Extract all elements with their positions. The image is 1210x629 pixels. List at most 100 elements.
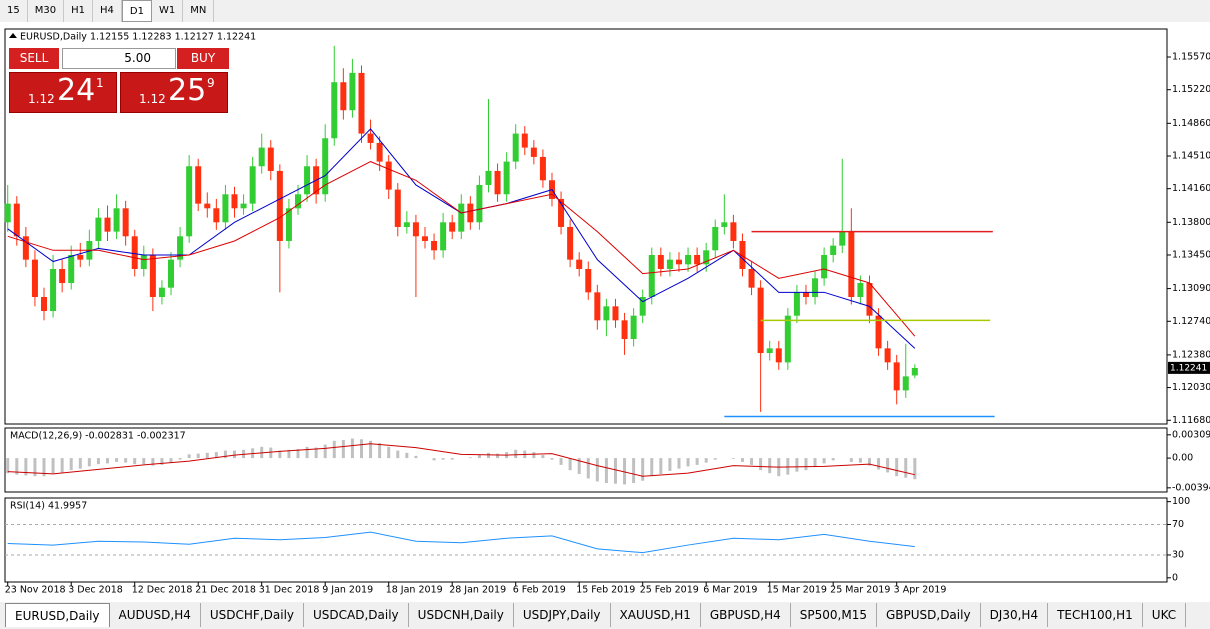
chart-tab[interactable]: DJ30,H4 xyxy=(981,603,1049,627)
y-tick-label: 1.12030 xyxy=(1172,382,1210,393)
chart-tab[interactable]: UKC xyxy=(1143,603,1187,627)
macd-bar xyxy=(577,458,581,474)
macd-bar xyxy=(69,458,73,471)
ask-price[interactable]: 1.12 25 9 xyxy=(120,72,228,113)
sell-button[interactable]: SELL xyxy=(9,48,59,69)
candle-body xyxy=(802,292,809,298)
macd-bar xyxy=(396,450,400,459)
macd-bar xyxy=(858,458,862,463)
candle-body xyxy=(168,259,174,288)
macd-bar xyxy=(359,439,363,459)
chart-tab[interactable]: XAUUSD,H1 xyxy=(611,603,701,627)
candle-body xyxy=(113,208,120,232)
chart-tab[interactable]: SP500,M15 xyxy=(791,603,877,627)
ask-prefix: 1.12 xyxy=(139,92,166,106)
timeframe-button[interactable]: M30 xyxy=(28,0,65,22)
y-tick-label: 100 xyxy=(1172,496,1190,507)
macd-bar xyxy=(160,458,164,465)
macd-bar xyxy=(124,458,128,463)
chart-tab[interactable]: USDCNH,Daily xyxy=(409,603,514,627)
macd-bar xyxy=(96,458,100,465)
candle-body xyxy=(512,133,519,162)
macd-bar xyxy=(486,452,490,459)
candle-body xyxy=(730,222,737,241)
x-tick-label: 21 Dec 2018 xyxy=(195,585,256,596)
timeframe-button[interactable]: H1 xyxy=(64,0,93,22)
candle-body xyxy=(449,222,456,232)
last-price-label: 1.12241 xyxy=(1170,363,1207,373)
y-tick-label: 30 xyxy=(1172,549,1184,560)
chart-tab[interactable]: EURUSD,Daily xyxy=(5,603,110,627)
y-tick-label: 70 xyxy=(1172,519,1184,530)
one-click-trading: SELL 5.00 BUY 1.12 24 1 1.12 25 9 xyxy=(9,48,229,113)
candle-body xyxy=(140,254,147,269)
timeframe-button[interactable]: MN xyxy=(183,0,215,22)
candle-body xyxy=(902,376,909,391)
candle-body xyxy=(648,254,655,298)
candle-body xyxy=(267,147,274,171)
ask-fraction: 9 xyxy=(207,76,215,90)
chart-tab[interactable]: GBPUSD,H4 xyxy=(701,603,791,627)
x-tick-label: 15 Feb 2019 xyxy=(576,585,635,596)
chart-title: EURUSD,Daily xyxy=(20,32,87,43)
x-tick-label: 18 Jan 2019 xyxy=(386,585,443,596)
timeframe-button[interactable]: H4 xyxy=(93,0,122,22)
macd-bar xyxy=(223,450,227,459)
macd-bar xyxy=(350,438,354,459)
macd-bar xyxy=(532,452,536,459)
candle-body xyxy=(721,222,728,227)
macd-bar xyxy=(24,458,28,476)
candle-body xyxy=(122,208,129,237)
chart-tab[interactable]: USDCAD,Daily xyxy=(304,603,409,627)
candle-body xyxy=(340,82,347,111)
volume-input[interactable]: 5.00 xyxy=(62,48,176,69)
timeframe-button[interactable]: W1 xyxy=(152,0,184,22)
chart-tab[interactable]: TECH100,H1 xyxy=(1048,603,1143,627)
candle-body xyxy=(639,297,646,316)
macd-bar xyxy=(6,458,10,474)
rsi-line xyxy=(7,531,915,554)
y-tick-label: 1.14160 xyxy=(1172,183,1210,194)
x-tick-label: 31 Dec 2018 xyxy=(259,585,320,596)
macd-bar xyxy=(269,447,273,459)
candle-body xyxy=(440,222,447,251)
ask-pips: 25 xyxy=(168,73,207,108)
candle-body xyxy=(13,203,20,237)
candle-body xyxy=(594,292,601,321)
macd-bar xyxy=(314,447,318,459)
candle-body xyxy=(358,72,365,134)
y-tick-label: 1.13800 xyxy=(1172,217,1210,228)
macd-bar xyxy=(214,452,218,459)
macd-bar xyxy=(813,458,817,468)
macd-bar xyxy=(287,449,291,459)
timeframe-button[interactable]: 15 xyxy=(0,0,28,22)
candle-body xyxy=(612,306,619,321)
macd-bar xyxy=(604,458,608,483)
chart-tab[interactable]: USDCHF,Daily xyxy=(201,603,305,627)
candle-body xyxy=(385,161,392,190)
macd-bar xyxy=(904,458,908,478)
chart-tab[interactable]: AUDUSD,H4 xyxy=(110,603,201,627)
macd-bar xyxy=(613,458,617,484)
x-tick-label: 6 Mar 2019 xyxy=(703,585,757,596)
candle-body xyxy=(186,166,193,237)
macd-panel xyxy=(4,427,1168,493)
chart-tab[interactable]: USDJPY,Daily xyxy=(514,603,611,627)
macd-bar xyxy=(496,453,500,459)
candle-body xyxy=(41,297,48,312)
macd-bar xyxy=(704,458,708,463)
macd-bar xyxy=(151,458,155,466)
last-price-box xyxy=(1168,361,1210,374)
macd-bar xyxy=(60,458,64,473)
candle-body xyxy=(530,147,537,157)
macd-bar xyxy=(740,458,744,462)
macd-bar xyxy=(822,458,826,464)
bid-price[interactable]: 1.12 24 1 xyxy=(9,72,117,113)
macd-bar xyxy=(668,458,672,471)
timeframe-button[interactable]: D1 xyxy=(121,0,152,22)
macd-bar xyxy=(332,440,336,459)
macd-bar xyxy=(178,458,182,460)
chart-tab[interactable]: GBPUSD,Daily xyxy=(877,603,981,627)
buy-button[interactable]: BUY xyxy=(177,48,229,69)
candle-body xyxy=(68,254,75,283)
